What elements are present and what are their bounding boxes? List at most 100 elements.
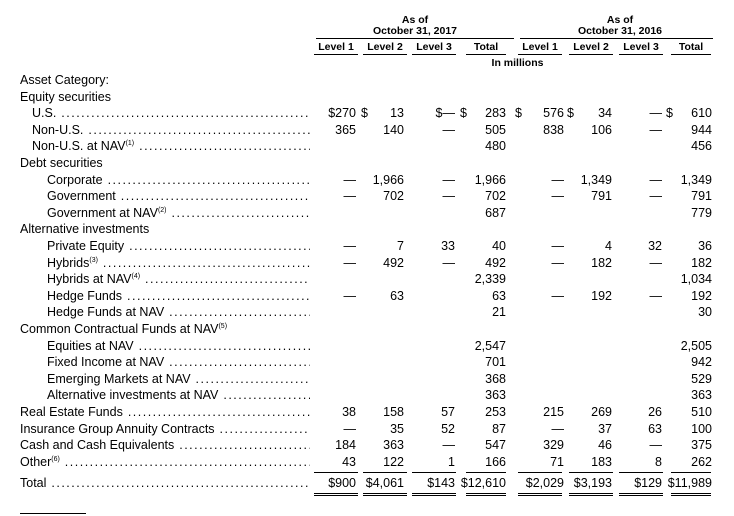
table-cell: 492 xyxy=(383,255,404,270)
table-cell: — xyxy=(343,255,357,270)
table-cell: 1 xyxy=(448,454,455,469)
table-cell: 701 xyxy=(485,355,506,370)
column-header: Level 3 xyxy=(416,41,452,53)
row-label: Hybrids(3) .............................… xyxy=(47,255,310,272)
table-row: Debt securities xyxy=(0,155,734,172)
table-cell: 4 xyxy=(605,239,612,253)
column-header-rule xyxy=(518,54,562,55)
table-cell: 363 xyxy=(691,388,712,403)
dot-leader: ........................................… xyxy=(169,355,310,370)
row-label-text: Common Contractual Funds at NAV xyxy=(20,322,219,336)
table-cell: — xyxy=(551,239,565,253)
subtotal-rule xyxy=(363,472,407,474)
column-header-rule xyxy=(671,54,711,55)
table-cell: 576 xyxy=(543,106,564,121)
total-double-rule xyxy=(466,493,506,495)
table-cell: 702 xyxy=(485,189,506,204)
table-cell: 37 xyxy=(598,421,612,436)
table-cell: 283 xyxy=(485,106,506,121)
total-double-rule xyxy=(671,495,711,497)
row-label: Hedge Funds ............................… xyxy=(47,288,310,305)
table-cell: 182 xyxy=(591,255,612,270)
dot-leader: ........................................… xyxy=(179,438,310,453)
table-cell: — xyxy=(343,189,357,204)
row-label: Non-U.S. ...............................… xyxy=(32,122,310,139)
header-date-2016: October 31, 2016 xyxy=(577,25,663,37)
table-cell: 687 xyxy=(485,205,506,220)
header-asof-2016: As of xyxy=(606,14,634,26)
table-cell: 122 xyxy=(383,454,404,469)
table-row: Equities at NAV ........................… xyxy=(0,338,734,355)
table-row: U.S. ...................................… xyxy=(0,105,734,122)
total-double-rule xyxy=(363,495,407,497)
table-cell: $270 xyxy=(328,106,356,121)
row-label: Emerging Markets at NAV ................… xyxy=(47,371,310,388)
row-label: Corporate ..............................… xyxy=(47,172,310,189)
table-row: Hybrids at NAV(4) ......................… xyxy=(0,271,734,288)
table-cell: 363 xyxy=(485,388,506,403)
table-cell: 71 xyxy=(550,454,564,469)
table-cell: 492 xyxy=(485,255,506,270)
row-label: Equity securities xyxy=(20,89,310,106)
table-row: Hybrids(3) .............................… xyxy=(0,255,734,272)
table-row: Other(6) ...............................… xyxy=(0,454,734,471)
table-cell: $2,029 xyxy=(525,476,564,491)
column-header-rule xyxy=(569,54,613,55)
total-double-rule xyxy=(518,493,562,495)
row-label-text: Government xyxy=(47,189,116,204)
row-label-text: Total xyxy=(20,476,47,491)
column-header-rule xyxy=(363,54,407,55)
row-label-text: Alternative investments xyxy=(20,222,150,237)
table-cell: 1,034 xyxy=(680,272,712,287)
column-header: Total xyxy=(473,41,499,53)
table-cell: 38 xyxy=(342,405,356,419)
table-cell: $4,061 xyxy=(365,476,404,491)
table-cell: 529 xyxy=(691,371,712,386)
subtotal-rule xyxy=(518,472,562,474)
column-header: Level 2 xyxy=(367,41,403,53)
row-label-text: Debt securities xyxy=(20,156,103,170)
table-cell: 1,966 xyxy=(372,172,404,187)
row-label-text: Real Estate Funds xyxy=(20,405,123,419)
table-cell: — xyxy=(649,189,663,204)
table-cell: — xyxy=(442,189,456,204)
row-label-text: Cash and Cash Equivalents xyxy=(20,438,175,453)
row-label: Asset Category: xyxy=(20,72,310,89)
dot-leader: ........................................… xyxy=(127,405,310,419)
table-cell: 63 xyxy=(390,288,404,303)
footnote-rule xyxy=(20,513,86,514)
total-double-rule xyxy=(518,495,562,497)
column-header-rule xyxy=(314,54,358,55)
table-cell: 215 xyxy=(543,405,564,419)
total-double-rule xyxy=(671,493,711,495)
footnote-marker: (1) xyxy=(125,140,135,148)
row-label-text: Equity securities xyxy=(20,89,112,104)
table-cell: 184 xyxy=(335,438,356,453)
table-cell: 182 xyxy=(691,255,712,270)
table-cell: $3,193 xyxy=(573,476,612,491)
subtotal-rule xyxy=(466,472,506,474)
table-cell: 505 xyxy=(485,122,506,137)
total-double-rule xyxy=(466,495,506,497)
dollar-sign: $ xyxy=(666,106,673,121)
row-label-text: Asset Category: xyxy=(20,73,109,87)
dot-leader: ........................................… xyxy=(138,338,310,353)
table-cell: — xyxy=(343,239,357,253)
table-cell: — xyxy=(442,255,456,270)
subtotal-rule xyxy=(671,472,711,474)
table-cell: — xyxy=(551,172,565,187)
row-label: Government .............................… xyxy=(47,188,310,205)
row-label-text: Hybrids at NAV xyxy=(47,272,132,287)
table-cell: 36 xyxy=(698,239,712,253)
dot-leader: ........................................… xyxy=(102,255,310,270)
total-double-rule xyxy=(569,493,613,495)
column-header: Level 2 xyxy=(573,41,609,53)
table-cell: 456 xyxy=(691,139,712,154)
table-cell: 610 xyxy=(691,106,712,121)
table-cell: 34 xyxy=(598,106,612,121)
table-cell: $900 xyxy=(328,476,356,491)
row-label-text: Alternative investments at NAV xyxy=(47,388,219,403)
row-label: Other(6) ...............................… xyxy=(20,454,310,471)
table-row: Government .............................… xyxy=(0,188,734,205)
table-cell: 35 xyxy=(390,421,404,436)
